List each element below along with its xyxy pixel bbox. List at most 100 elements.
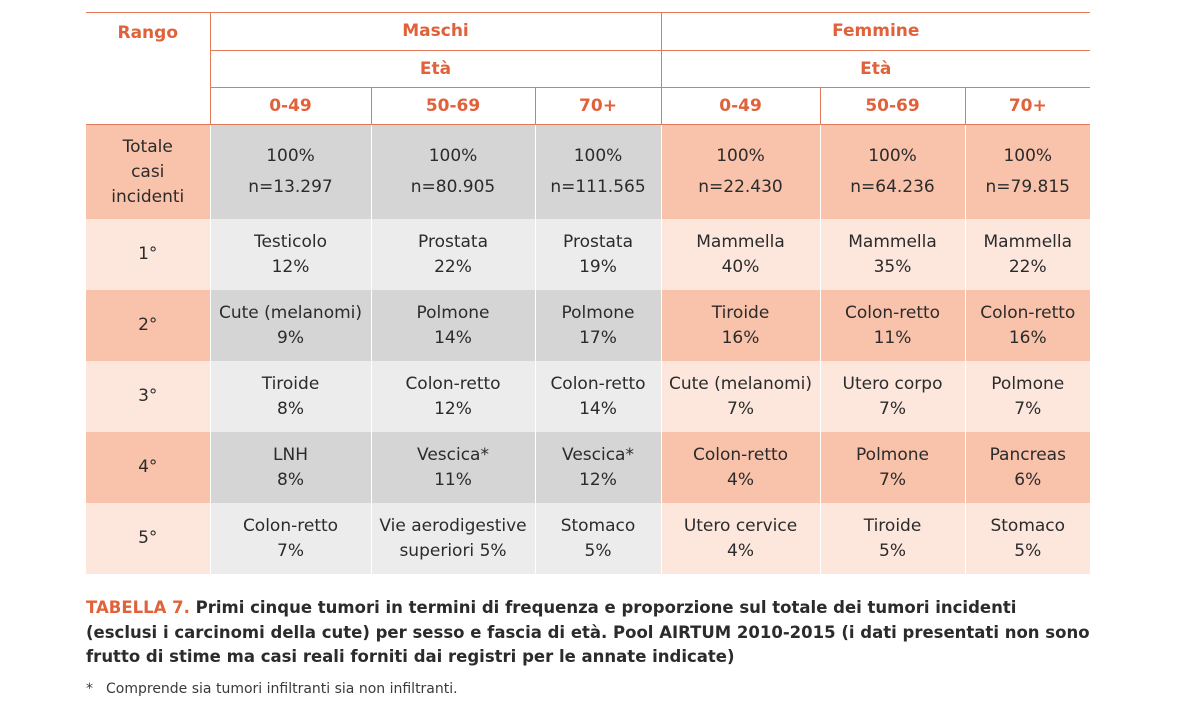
cell-tumor: Polmone (856, 444, 929, 465)
tumor-rank-table: Rango Maschi Femmine Età Età 0-49 50-69 … (86, 12, 1091, 574)
rank-cell: 2° (86, 290, 210, 361)
cell-tumor: Polmone (561, 302, 635, 323)
cell-tumor: Prostata (418, 231, 488, 252)
rank-cell: 5° (86, 503, 210, 574)
cell-share: 16% (721, 327, 760, 348)
cell-tumor: Stomaco (990, 515, 1066, 536)
cell-tumor: Colon-retto (242, 515, 339, 536)
header-row-age-bands: 0-49 50-69 70+ 0-49 50-69 70+ (86, 87, 1091, 125)
cell-share: superiori 5% (399, 540, 507, 561)
data-cell: Prostata 19% (534, 219, 662, 290)
age-band-header: 70+ (535, 87, 662, 125)
cell-share: 12% (579, 469, 617, 490)
cell-tumor: Stomaco (560, 515, 636, 536)
cell-share: 35% (873, 256, 912, 277)
age-band-header: 70+ (965, 87, 1091, 125)
data-cell: Polmone 17% (534, 290, 662, 361)
age-band-header: 0-49 (210, 87, 372, 125)
cell-tumor: Pancreas (989, 444, 1066, 465)
cell-percent: 100% (716, 146, 765, 166)
table-row: Totale casi incidenti 100% n=13.297 100% n=8… (86, 124, 1091, 219)
cell-share: 16% (1008, 327, 1047, 348)
header-females-age: Età (661, 50, 1091, 88)
cell-share: 11% (873, 327, 912, 348)
data-cell: Tiroide 5% (819, 503, 966, 574)
cell-share: 7% (277, 540, 304, 561)
cell-share: 5% (879, 540, 906, 561)
data-cell: Vie aerodigestive superiori 5% (370, 503, 535, 574)
cell-share: 12% (271, 256, 310, 277)
data-cell: LNH 8% (209, 432, 371, 503)
cell-share: 14% (579, 398, 617, 419)
header-males-age: Età (210, 50, 662, 88)
cell-tumor: Mammella (983, 231, 1073, 252)
cell-tumor: LNH (273, 444, 308, 465)
footnote-mark: * (86, 681, 93, 697)
rank-cell: 3° (86, 361, 210, 432)
data-cell: Stomaco 5% (534, 503, 662, 574)
data-cell: Colon-retto 11% (819, 290, 966, 361)
cell-count: n=111.565 (550, 177, 646, 197)
cell-share: 22% (434, 256, 472, 277)
data-cell: 100% n=80.905 (370, 124, 535, 219)
cell-tumor: Colon-retto (844, 302, 941, 323)
cell-percent: 100% (573, 146, 623, 166)
cell-share: 8% (277, 469, 304, 490)
header-males: Maschi (210, 12, 662, 51)
cell-tumor: Mammella (696, 231, 785, 252)
table-caption: TABELLA 7. Primi cinque tumori in termin… (86, 596, 1090, 670)
header-females: Femmine (661, 12, 1091, 51)
cell-share: 7% (879, 469, 906, 490)
footnote: * Comprende sia tumori infiltranti sia no… (86, 679, 1090, 699)
cell-share: 14% (434, 327, 472, 348)
cell-tumor: Utero corpo (842, 373, 943, 394)
data-cell: Pancreas 6% (964, 432, 1091, 503)
data-cell: Mammella 22% (964, 219, 1091, 290)
cell-tumor: Vescica* (417, 444, 489, 465)
data-cell: Polmone 7% (819, 432, 966, 503)
table-row: 2° Cute (melanomi) 9% Polmone 14% Polmone 17% T… (86, 290, 1091, 361)
cell-count: n=13.297 (248, 177, 333, 197)
data-cell: Colon-retto 12% (370, 361, 535, 432)
data-cell: Vescica* 11% (370, 432, 535, 503)
cell-percent: 100% (868, 146, 917, 166)
data-cell: Cute (melanomi) 7% (660, 361, 821, 432)
cell-percent: 100% (1003, 146, 1053, 166)
cell-tumor: Colon-retto (405, 373, 501, 394)
cell-share: 40% (721, 256, 760, 277)
cell-tumor: Colon-retto (692, 444, 789, 465)
cell-tumor: Polmone (991, 373, 1065, 394)
data-cell: Polmone 14% (370, 290, 535, 361)
cell-tumor: Prostata (563, 231, 633, 252)
cell-share: 12% (434, 398, 472, 419)
data-cell: 100% n=22.430 (660, 124, 821, 219)
data-cell: Tiroide 8% (209, 361, 371, 432)
cell-count: n=79.815 (985, 177, 1071, 197)
rank-cell: Totale casi incidenti (86, 124, 210, 219)
header-row-age-label: Età Età (86, 50, 1091, 88)
cell-tumor: Tiroide (711, 302, 770, 323)
data-cell: Colon-retto 16% (964, 290, 1091, 361)
cell-tumor: Colon-retto (550, 373, 646, 394)
cell-tumor: Colon-retto (980, 302, 1076, 323)
cell-share: 11% (434, 469, 472, 490)
cell-share: 5% (584, 540, 612, 561)
cell-share: 4% (727, 469, 754, 490)
data-cell: Mammella 35% (819, 219, 966, 290)
cell-share: 19% (579, 256, 617, 277)
cell-tumor: Cute (melanomi) (218, 302, 363, 323)
rank-cell: 4° (86, 432, 210, 503)
cell-count: n=80.905 (410, 177, 496, 197)
cell-share: 17% (579, 327, 617, 348)
cell-share: 4% (727, 540, 754, 561)
cell-share: 7% (1014, 398, 1042, 419)
cell-tumor: Utero cervice (683, 515, 798, 536)
cell-share: 6% (1014, 469, 1042, 490)
cell-tumor: Polmone (416, 302, 490, 323)
cell-count: n=64.236 (850, 177, 935, 197)
data-cell: Stomaco 5% (964, 503, 1091, 574)
cell-tumor: Mammella (848, 231, 937, 252)
rank-header: Rango (86, 12, 211, 125)
data-cell: 100% n=79.815 (964, 124, 1091, 219)
data-cell: Vescica* 12% (534, 432, 662, 503)
